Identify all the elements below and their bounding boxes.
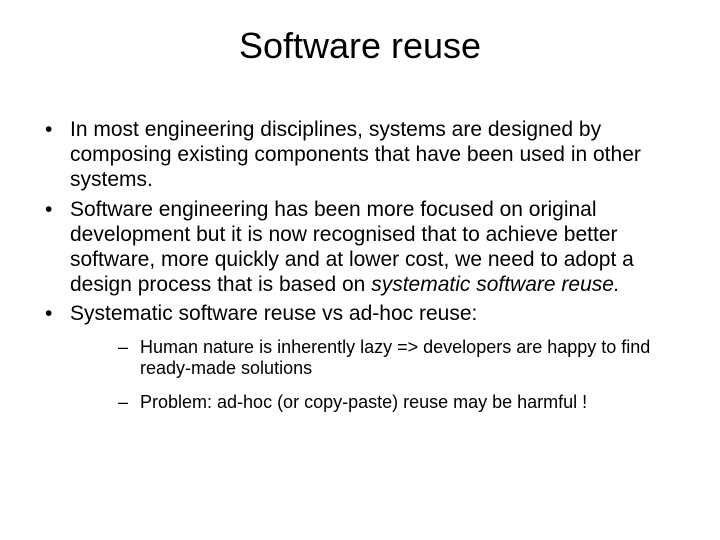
slide-title: Software reuse xyxy=(30,25,690,67)
bullet-text: Systematic software reuse vs ad-hoc reus… xyxy=(70,302,477,325)
sub-bullet-text: Problem: ad-hoc (or copy-paste) reuse ma… xyxy=(140,392,587,412)
bullet-list: In most engineering disciplines, systems… xyxy=(30,117,690,413)
sub-bullet-item: Problem: ad-hoc (or copy-paste) reuse ma… xyxy=(70,392,690,414)
sub-bullet-item: Human nature is inherently lazy => devel… xyxy=(70,337,690,380)
bullet-text: In most engineering disciplines, systems… xyxy=(70,118,641,191)
sub-bullet-list: Human nature is inherently lazy => devel… xyxy=(70,337,690,414)
bullet-text-italic: systematic software reuse. xyxy=(371,273,620,296)
bullet-item: Systematic software reuse vs ad-hoc reus… xyxy=(30,301,690,413)
bullet-item: Software engineering has been more focus… xyxy=(30,197,690,298)
sub-bullet-text: Human nature is inherently lazy => devel… xyxy=(140,337,650,379)
bullet-item: In most engineering disciplines, systems… xyxy=(30,117,690,193)
